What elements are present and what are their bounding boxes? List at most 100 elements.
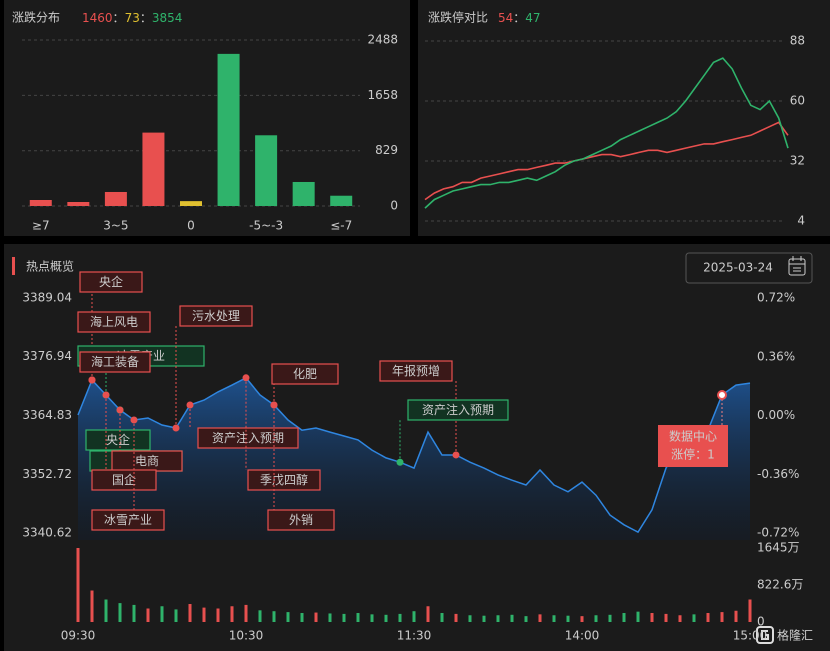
- volume-bar: [650, 613, 654, 622]
- annotation-box: [407, 399, 509, 421]
- volume-bar: [258, 610, 262, 622]
- annotation-text: 污水处理: [192, 309, 240, 323]
- volume-bar: [384, 614, 388, 622]
- y2-tick-label: 0.36%: [757, 349, 795, 363]
- annotation-box: [79, 271, 143, 293]
- volume-bar: [202, 607, 206, 622]
- summary-value: 47: [525, 11, 540, 25]
- volume-bar: [580, 616, 584, 622]
- chart-title: 热点概览: [26, 259, 74, 274]
- volume-bar: [174, 609, 178, 622]
- annotation-text: 电商: [135, 453, 159, 468]
- volume-bar: [104, 599, 108, 622]
- x-tick-label: ≤-7: [330, 219, 352, 233]
- annotation-text: 资产注入预期: [212, 430, 284, 445]
- calendar-icon[interactable]: [788, 256, 806, 276]
- x-tick-label: ≥7: [32, 219, 50, 233]
- volume-bar: [76, 548, 80, 622]
- volume-tick-label: 0: [757, 615, 765, 629]
- chart-title: 涨跌分布: [12, 10, 60, 25]
- volume-bar: [426, 606, 430, 622]
- annotation-box: [247, 469, 321, 491]
- x-tick-label: 14:00: [565, 629, 600, 643]
- y-tick-label: 4: [797, 214, 805, 228]
- annotation-box: [91, 509, 165, 531]
- annotation-dot: [186, 401, 194, 409]
- summary-value: 1460: [82, 11, 113, 25]
- separator: ：: [113, 11, 125, 25]
- annotation-text: 冰雪产业: [104, 513, 152, 527]
- y2-tick-label: 0.72%: [757, 291, 795, 305]
- annotation-text: 海工装备: [91, 354, 139, 369]
- x-tick-label: -5~-3: [249, 219, 283, 233]
- volume-bar: [314, 612, 318, 622]
- y2-tick-label: -0.72%: [757, 526, 799, 540]
- annotation-text: 季戊四醇: [260, 472, 308, 487]
- logo-icon: [756, 626, 774, 644]
- volume-bar: [706, 613, 710, 622]
- chart-title: 涨跌停对比: [428, 10, 488, 25]
- volume-bar: [244, 604, 248, 622]
- volume-bar: [538, 614, 542, 622]
- volume-tick-label: 1645万: [757, 541, 800, 555]
- y-tick-label: 60: [790, 94, 805, 108]
- volume-bar: [482, 615, 486, 622]
- volume-bar: [188, 604, 192, 622]
- annotation-box: [379, 360, 453, 382]
- annotation-box: [77, 311, 151, 333]
- annotation-text: 央企: [99, 274, 123, 289]
- volume-bar: [370, 614, 374, 622]
- bar: [180, 201, 202, 206]
- y2-tick-label: -0.36%: [757, 467, 799, 481]
- date: 2025-03-24: [703, 261, 773, 275]
- volume-bar: [468, 615, 472, 622]
- annotation-text: 央企: [106, 432, 130, 447]
- y-tick-label: 3364.83: [22, 408, 72, 422]
- summary-value: 54: [498, 11, 513, 25]
- summary-value: 3854: [152, 11, 183, 25]
- volume-bar: [664, 613, 668, 622]
- volume-bar: [510, 614, 514, 622]
- summary: 1460：73：3854: [82, 11, 182, 25]
- volume-bar: [636, 611, 640, 622]
- volume-tick-label: 822.6万: [757, 577, 803, 591]
- annotation-box: [267, 509, 335, 531]
- volume-bar: [608, 614, 612, 622]
- x-tick-label: 0: [187, 219, 195, 233]
- x-tick-label: 09:30: [61, 629, 96, 643]
- series-line: [424, 121, 789, 201]
- annotation-dot: [116, 406, 124, 414]
- volume-bar: [90, 590, 94, 622]
- volume-bar: [622, 613, 626, 622]
- callout-dot: [717, 390, 727, 401]
- volume-bar: [594, 615, 598, 622]
- volume-bar: [328, 613, 332, 622]
- annotation-box: [79, 351, 151, 373]
- x-tick-label: 15:00: [733, 629, 768, 643]
- volume-bar: [132, 604, 136, 622]
- date-picker[interactable]: [685, 252, 813, 284]
- bar: [330, 195, 353, 206]
- watermark: 格隆汇: [777, 628, 813, 643]
- y-tick-label: 3352.72: [22, 467, 72, 481]
- volume-bar: [300, 613, 304, 622]
- volume-bar: [720, 612, 724, 622]
- annotation-box: [91, 469, 157, 491]
- volume-bar: [692, 614, 696, 622]
- volume-bar: [412, 611, 416, 622]
- annotation-text: 海上风电: [90, 314, 138, 329]
- series-line: [424, 57, 789, 209]
- annotation-dot: [130, 416, 138, 424]
- annotation-text: 外销: [289, 513, 313, 527]
- y-tick-label: 829: [375, 143, 398, 157]
- y-tick-label: 32: [790, 154, 805, 168]
- annotation-dot: [452, 451, 460, 459]
- volume-bar: [146, 608, 150, 622]
- y-tick-label: 2488: [367, 33, 398, 47]
- y-tick-label: 88: [790, 34, 805, 48]
- summary: 54：47: [498, 11, 541, 25]
- volume-bar: [748, 599, 752, 622]
- y-tick-label: 3340.62: [22, 526, 72, 540]
- volume-bar: [286, 612, 290, 622]
